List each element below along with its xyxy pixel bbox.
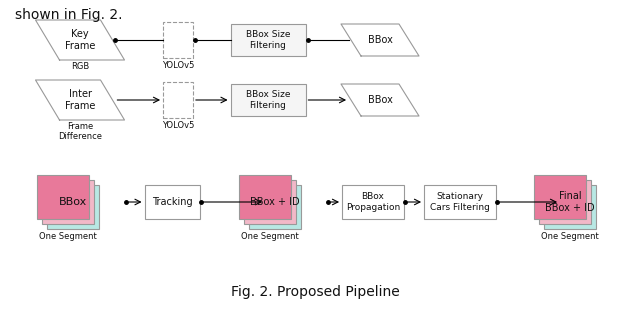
Text: shown in Fig. 2.: shown in Fig. 2. (15, 8, 122, 22)
Bar (163, 22, 193, 58)
Bar (539, 180, 591, 224)
Text: BBox Size
Filtering: BBox Size Filtering (246, 90, 290, 110)
Bar (47, 185, 99, 229)
Text: BBox: BBox (367, 95, 392, 105)
Text: Fig. 2. Proposed Pipeline: Fig. 2. Proposed Pipeline (231, 285, 399, 299)
Text: BBox: BBox (59, 197, 87, 207)
Bar (249, 185, 301, 229)
Text: Final
BBox + ID: Final BBox + ID (545, 191, 595, 213)
Text: RGB: RGB (71, 62, 89, 71)
Bar (544, 185, 596, 229)
Bar (244, 180, 296, 224)
Text: YOLOv5: YOLOv5 (162, 121, 194, 130)
Text: Inter
Frame: Inter Frame (65, 89, 95, 111)
Polygon shape (35, 20, 125, 60)
Bar (231, 24, 306, 56)
Bar (239, 175, 291, 219)
Bar (231, 84, 306, 116)
Polygon shape (341, 84, 419, 116)
Bar (144, 185, 200, 219)
Bar (37, 175, 89, 219)
Text: BBox + ID: BBox + ID (250, 197, 300, 207)
Text: YOLOv5: YOLOv5 (162, 61, 194, 70)
Text: BBox
Propagation: BBox Propagation (346, 192, 400, 212)
Text: Frame
Difference: Frame Difference (58, 122, 102, 141)
Text: One Segment: One Segment (241, 232, 299, 241)
Text: One Segment: One Segment (541, 232, 599, 241)
Text: BBox Size
Filtering: BBox Size Filtering (246, 30, 290, 50)
Bar (534, 175, 586, 219)
Bar (424, 185, 496, 219)
Text: Key
Frame: Key Frame (65, 29, 95, 51)
Bar (163, 82, 193, 118)
Bar (342, 185, 404, 219)
Bar (42, 180, 94, 224)
Text: One Segment: One Segment (39, 232, 97, 241)
Polygon shape (35, 80, 125, 120)
Polygon shape (341, 24, 419, 56)
Text: Stationary
Cars Filtering: Stationary Cars Filtering (430, 192, 490, 212)
Text: BBox: BBox (367, 35, 392, 45)
Text: Tracking: Tracking (152, 197, 192, 207)
